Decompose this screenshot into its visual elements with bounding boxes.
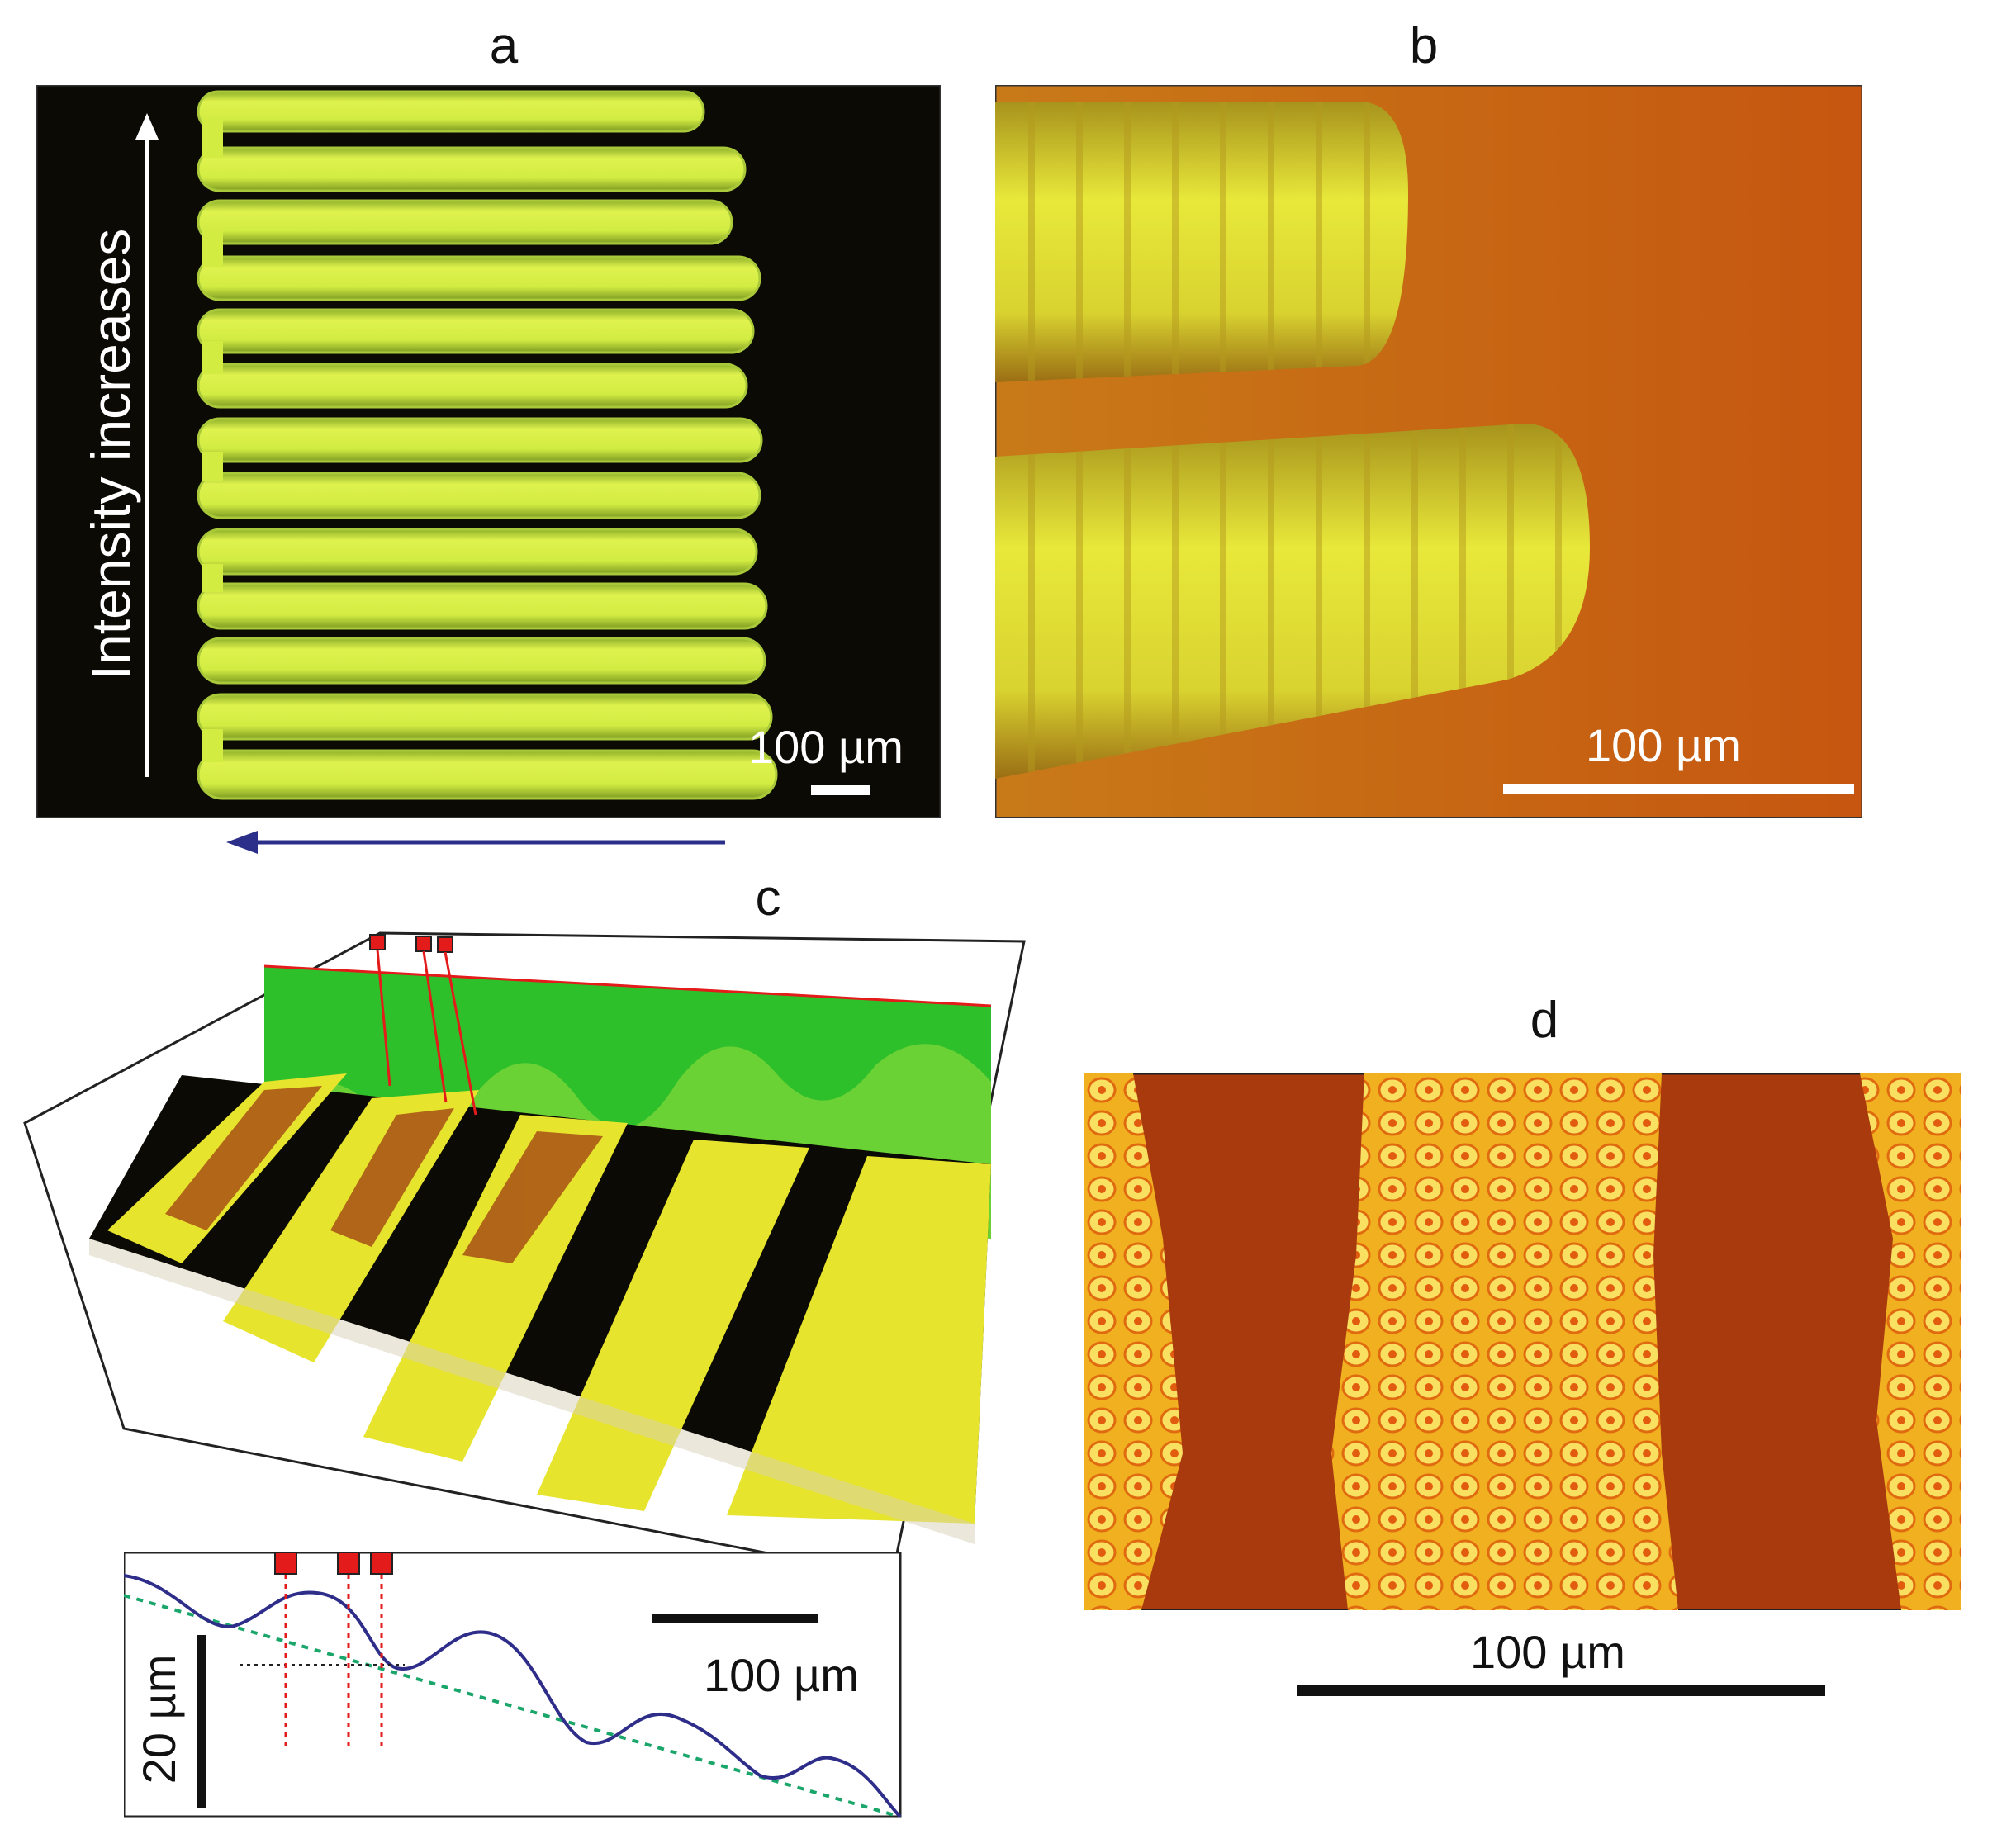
- panel-a-micrograph: [35, 83, 942, 820]
- panel-c-profile-plot: [122, 1551, 908, 1825]
- panel-c-label: c: [755, 870, 781, 926]
- panel-d-scale-label: 100 µm: [1470, 1626, 1625, 1678]
- scan-direction-arrow: [221, 826, 733, 859]
- intensity-axis-label: Intensity increases: [80, 228, 141, 680]
- panel-a-label: a: [489, 17, 519, 74]
- panel-d-label: d: [1530, 992, 1559, 1049]
- panel-b-label: b: [1409, 17, 1439, 74]
- panel-d-micrograph: [1082, 1072, 1963, 1612]
- profile-horizontal-scale-label: 100 µm: [704, 1649, 859, 1701]
- profile-vertical-scale-label: 20 µm: [133, 1654, 185, 1784]
- panel-b-micrograph: [994, 83, 1864, 820]
- panel-c-3d-surface: [17, 917, 1049, 1602]
- panel-d-scale-bar: [1297, 1685, 1825, 1696]
- panel-a-scale-label: 100 µm: [748, 721, 904, 773]
- panel-b-scale-label: 100 µm: [1586, 719, 1741, 771]
